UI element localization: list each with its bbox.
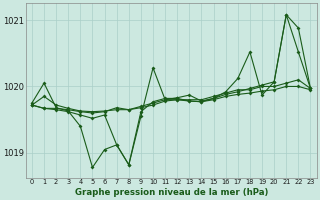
X-axis label: Graphe pression niveau de la mer (hPa): Graphe pression niveau de la mer (hPa) <box>75 188 268 197</box>
